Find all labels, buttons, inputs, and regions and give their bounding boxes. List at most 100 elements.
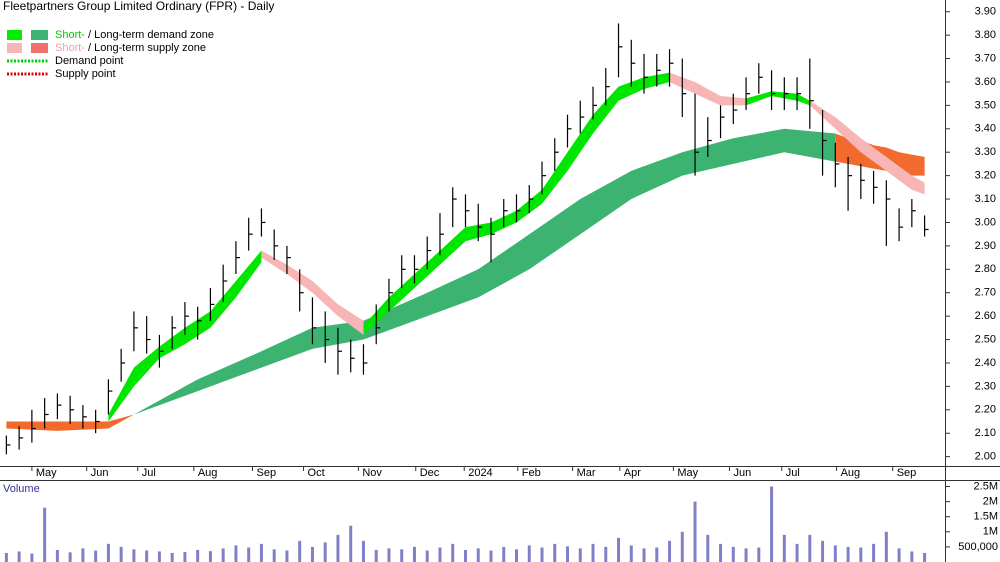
volume-bar: [897, 548, 901, 562]
legend-swatch: [7, 43, 22, 53]
volume-bar: [706, 534, 710, 562]
chart-title: Fleetpartners Group Limited Ordinary (FP…: [3, 0, 274, 13]
volume-bars: [4, 486, 927, 562]
y-tick-label: 2.20: [975, 404, 996, 416]
y-tick-label: 3.80: [975, 29, 996, 41]
legend-short: Short-: [55, 29, 85, 41]
legend-label: Short- / Long-term demand zone: [55, 29, 214, 41]
x-tick-label: Apr: [624, 467, 641, 479]
volume-bar: [757, 547, 761, 562]
volume-bar: [540, 547, 544, 562]
volume-bar: [361, 540, 365, 562]
volume-bar: [629, 545, 633, 562]
volume-bar: [668, 540, 672, 562]
volume-bar: [782, 534, 786, 562]
legend-long: Long-term demand zone: [94, 29, 214, 41]
zone: [809, 100, 925, 195]
volume-bar: [285, 550, 289, 562]
volume-bar: [502, 546, 506, 562]
volume-bar: [438, 547, 442, 562]
legend-swatch: [31, 43, 48, 53]
volume-bar: [591, 543, 595, 562]
volume-bar: [349, 525, 353, 562]
volume-bar: [527, 545, 531, 562]
volume-bar: [425, 550, 429, 562]
volume-bar: [259, 543, 263, 562]
volume-bar: [94, 550, 98, 562]
y-tick-label: 2.60: [975, 310, 996, 322]
legend-label: Short- / Long-term supply zone: [55, 42, 206, 54]
y-tick-label: 2.40: [975, 357, 996, 369]
volume-bar: [451, 543, 455, 562]
volume-bar: [795, 543, 799, 562]
volume-bar: [106, 543, 110, 562]
legend-swatch: [31, 30, 48, 40]
x-tick-label: Oct: [308, 467, 325, 479]
legend-swatch: [7, 30, 22, 40]
x-tick-label: May: [36, 467, 57, 479]
volume-bar: [731, 546, 735, 562]
volume-bar: [566, 546, 570, 562]
volume-bar: [298, 540, 302, 562]
x-tick-label: Mar: [577, 467, 596, 479]
volume-bar: [17, 551, 21, 562]
volume-bar: [272, 549, 276, 562]
volume-bar: [323, 542, 327, 562]
x-tick-label: 2024: [468, 467, 492, 479]
legend-short: Short-: [55, 42, 85, 54]
volume-bar: [680, 531, 684, 562]
volume-bar: [196, 549, 200, 562]
zones: [6, 72, 925, 431]
volume-bar: [183, 552, 187, 562]
x-tick-label: Jun: [91, 467, 109, 479]
x-tick-label: Jul: [786, 467, 800, 479]
y-tick-label: 2.5M: [974, 480, 998, 492]
y-tick-label: 3.00: [975, 216, 996, 228]
y-tick-label: 3.50: [975, 99, 996, 111]
volume-bar: [374, 549, 378, 562]
volume-bar: [770, 486, 774, 562]
y-tick-label: 1M: [983, 526, 998, 538]
volume-bar: [821, 540, 825, 562]
volume-bar: [412, 546, 416, 562]
y-tick-label: 2.10: [975, 427, 996, 439]
volume-bar: [132, 549, 136, 562]
volume-bar: [68, 552, 72, 562]
legend-label: Supply point: [55, 68, 116, 80]
x-tick-label: Jul: [142, 467, 156, 479]
volume-bar: [923, 552, 927, 562]
y-tick-label: 3.60: [975, 76, 996, 88]
y-tick-label: 500,000: [958, 541, 998, 553]
volume-bar: [145, 550, 149, 562]
volume-bar: [170, 552, 174, 562]
y-tick-label: 2M: [983, 496, 998, 508]
x-tick-label: Jun: [733, 467, 751, 479]
volume-bar: [119, 546, 123, 562]
volume-bar: [463, 549, 467, 562]
x-tick-label: Sep: [897, 467, 917, 479]
x-tick-label: Aug: [198, 467, 218, 479]
legend-long: Long-term supply zone: [94, 42, 206, 54]
volume-bar: [833, 545, 837, 562]
x-tick-label: Nov: [362, 467, 382, 479]
volume-bar: [476, 548, 480, 562]
volume-bar: [846, 546, 850, 562]
volume-bar: [655, 547, 659, 562]
y-tick-label: 3.90: [975, 6, 996, 18]
volume-bar: [642, 548, 646, 562]
y-tick-label: 3.30: [975, 146, 996, 158]
legend-sep: /: [85, 29, 94, 41]
volume-bar: [859, 547, 863, 562]
volume-bar: [910, 551, 914, 562]
volume-bar: [310, 546, 314, 562]
volume-bar: [553, 543, 557, 562]
volume-bar: [81, 548, 85, 562]
volume-bar: [30, 553, 34, 562]
volume-bar: [157, 551, 161, 562]
y-tick-label: 3.70: [975, 52, 996, 64]
y-tick-label: 3.40: [975, 123, 996, 135]
volume-bar: [744, 548, 748, 562]
volume-bar: [234, 545, 238, 562]
